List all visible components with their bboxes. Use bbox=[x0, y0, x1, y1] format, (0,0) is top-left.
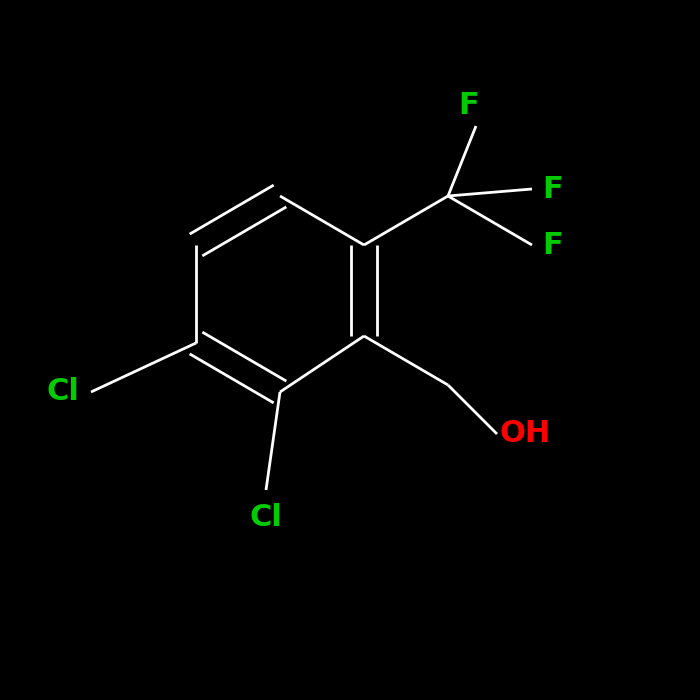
Text: Cl: Cl bbox=[250, 503, 282, 533]
Text: Cl: Cl bbox=[47, 377, 79, 407]
Text: F: F bbox=[458, 90, 480, 120]
Text: F: F bbox=[542, 230, 564, 260]
Text: OH: OH bbox=[499, 419, 551, 449]
Text: F: F bbox=[542, 174, 564, 204]
